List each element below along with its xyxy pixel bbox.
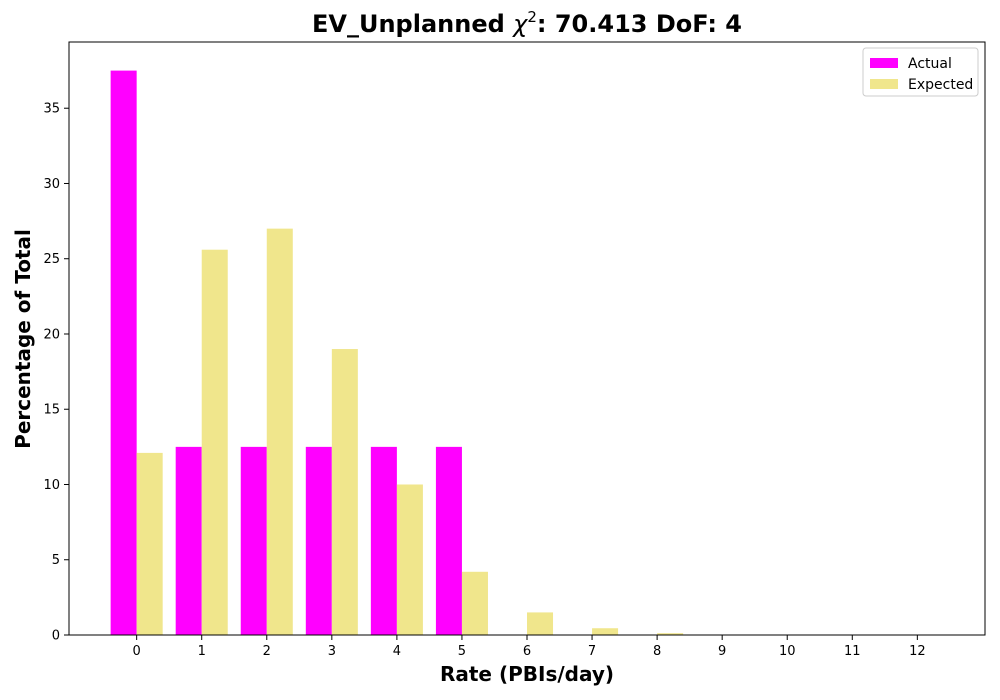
y-tick-label-5: 5 xyxy=(52,553,60,568)
x-tick-label-12: 12 xyxy=(909,644,926,659)
y-tick-label-25: 25 xyxy=(43,252,60,267)
chart-title-sup: 2 xyxy=(527,8,537,26)
chart-title-suffix: : 70.413 DoF: 4 xyxy=(537,10,742,38)
chart-title-chi: χ xyxy=(511,10,528,38)
x-tick-label-9: 9 xyxy=(718,644,726,659)
x-tick-label-4: 4 xyxy=(393,644,401,659)
legend-label-actual: Actual xyxy=(908,56,952,72)
y-tick-label-10: 10 xyxy=(43,478,60,493)
chart-title-prefix: EV_Unplanned xyxy=(312,10,513,38)
y-tick-label-30: 30 xyxy=(43,177,60,192)
bar-actual-1 xyxy=(175,446,202,635)
chart-title: EV_Unplanned χ2: 70.413 DoF: 4 xyxy=(312,8,742,38)
x-tick-label-7: 7 xyxy=(588,644,596,659)
bar-actual-0 xyxy=(110,70,137,636)
legend: Actual Expected xyxy=(862,47,979,97)
legend-swatch-expected xyxy=(870,79,898,89)
x-axis-label: Rate (PBIs/day) xyxy=(440,662,614,686)
bar-actual-2 xyxy=(240,446,267,635)
y-tick-label-0: 0 xyxy=(52,629,60,644)
bar-expected-8 xyxy=(657,633,684,635)
x-tick-label-6: 6 xyxy=(523,644,531,659)
y-tick-label-15: 15 xyxy=(43,403,60,418)
bar-actual-5 xyxy=(435,446,462,635)
bar-expected-0 xyxy=(136,452,163,635)
x-tick-label-5: 5 xyxy=(458,644,466,659)
legend-swatch-actual xyxy=(870,58,898,68)
y-axis-label: Percentage of Total xyxy=(11,229,35,449)
bar-expected-7 xyxy=(592,628,619,635)
bar-actual-4 xyxy=(370,446,397,635)
x-tick-label-2: 2 xyxy=(263,644,271,659)
x-tick-label-11: 11 xyxy=(844,644,861,659)
bar-expected-4 xyxy=(396,484,423,635)
x-tick-label-3: 3 xyxy=(328,644,336,659)
y-tick-label-20: 20 xyxy=(43,327,60,342)
bar-actual-3 xyxy=(305,446,332,635)
bar-expected-6 xyxy=(527,612,554,635)
y-tick-label-35: 35 xyxy=(43,102,60,117)
x-tick-label-1: 1 xyxy=(198,644,206,659)
bar-expected-5 xyxy=(461,571,488,635)
bar-expected-1 xyxy=(201,249,228,635)
x-tick-label-8: 8 xyxy=(653,644,661,659)
bar-expected-3 xyxy=(331,349,358,635)
x-tick-label-0: 0 xyxy=(133,644,141,659)
bar-expected-2 xyxy=(266,228,293,635)
legend-label-expected: Expected xyxy=(908,77,973,93)
x-tick-label-10: 10 xyxy=(779,644,796,659)
